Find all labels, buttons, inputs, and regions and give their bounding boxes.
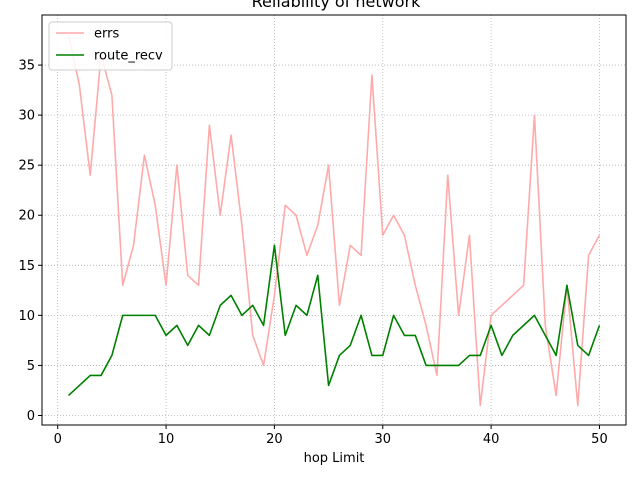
x-tick-label: 40 xyxy=(483,432,500,447)
y-tick-label: 10 xyxy=(18,309,35,324)
chart-title: Reliability of network xyxy=(252,0,421,11)
y-tick-label: 30 xyxy=(18,109,35,124)
x-tick-label: 50 xyxy=(591,432,608,447)
x-tick-label: 30 xyxy=(374,432,391,447)
x-tick-label: 0 xyxy=(54,432,62,447)
x-tick-label: 20 xyxy=(266,432,283,447)
y-tick-label: 25 xyxy=(18,159,35,174)
legend-box xyxy=(48,21,173,71)
y-tick-label: 35 xyxy=(18,59,35,74)
y-tick-label: 0 xyxy=(27,409,35,424)
legend-label: route_recv xyxy=(94,49,163,64)
plot-frame xyxy=(41,14,627,426)
axis-ticks: 0 10 20 30 40 50 0 5 10 15 20 25 30 35 xyxy=(18,59,607,447)
series-line-errs xyxy=(67,34,601,407)
y-tick-label: 15 xyxy=(18,259,35,274)
series-line-route-recv xyxy=(68,244,601,397)
y-tick-label: 5 xyxy=(27,359,35,374)
legend: errs route_recv xyxy=(48,21,173,71)
y-tick-label: 20 xyxy=(18,209,35,224)
legend-label: errs xyxy=(94,27,119,42)
x-axis-label: hop Limit xyxy=(304,451,365,466)
series-lines xyxy=(67,34,601,407)
grid-lines xyxy=(42,15,626,425)
x-tick-label: 10 xyxy=(158,432,175,447)
